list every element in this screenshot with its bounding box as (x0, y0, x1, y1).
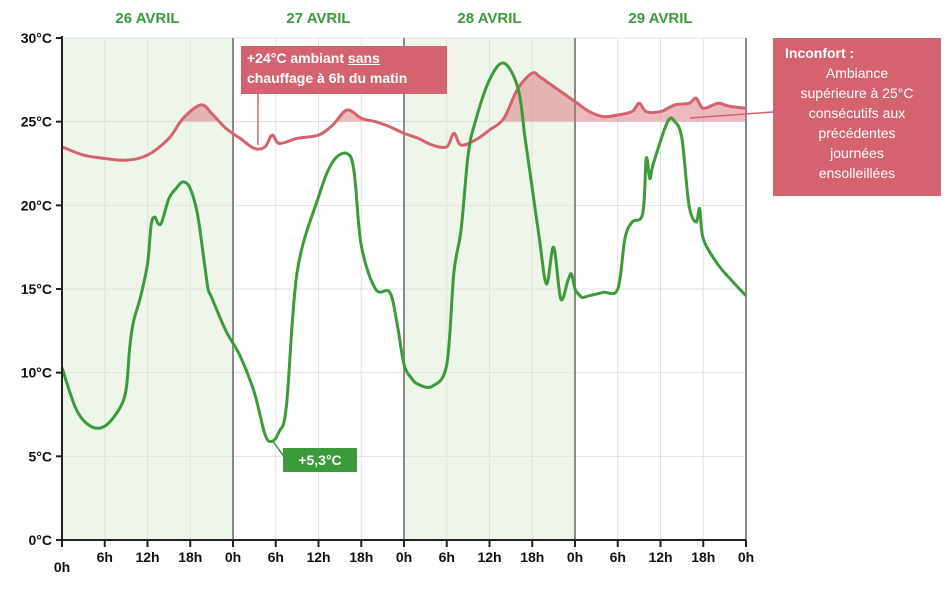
date-label-29-avril: 29 AVRIL (628, 10, 693, 27)
x-tick-label: 18h (520, 549, 544, 565)
x-tick-label: 18h (349, 549, 373, 565)
callout-leaders-layer (257, 92, 774, 459)
discomfort-title: Inconfort : (785, 45, 855, 61)
indoor-temperature-line (61, 71, 747, 162)
ambient-annotation-line2: chauffage à 6h du matin (247, 70, 408, 86)
x-tick-label: 6h (610, 549, 626, 565)
x-tick-label: 12h (135, 549, 159, 565)
x-tick-label: 18h (691, 549, 715, 565)
discomfort-annotation-leader (689, 111, 774, 119)
date-label-28-avril: 28 AVRIL (457, 10, 522, 27)
date-label-27-avril: 27 AVRIL (286, 10, 351, 27)
y-tick-label: 5°C (29, 448, 53, 464)
outdoor-temperature-line (60, 61, 748, 444)
discomfort-line: ensolleillées (818, 165, 896, 181)
y-tick-label: 20°C (21, 197, 52, 213)
min-temperature-annotation: +5,3°C (283, 448, 357, 472)
x-tick-label: 0h (738, 549, 754, 565)
x-tick-label: 6h (97, 549, 113, 565)
y-tick-label: 10°C (21, 365, 52, 381)
discomfort-line: supérieure à 25°C (800, 85, 914, 101)
discomfort-line: consécutifs aux (808, 105, 906, 121)
discomfort-line: journées (830, 145, 884, 161)
discomfort-annotation: Inconfort : Ambiance supérieure à 25°C c… (773, 38, 941, 196)
min-temperature-leader (272, 440, 286, 459)
discomfort-area (180, 72, 746, 122)
series-layer (60, 61, 748, 444)
x-tick-label: 0h (567, 549, 583, 565)
y-tick-label: 0°C (29, 532, 53, 548)
x-tick-label: 6h (439, 549, 455, 565)
x-tick-label: 12h (477, 549, 501, 565)
x-tick-label: 0h (225, 549, 241, 565)
discomfort-line: précédentes (818, 125, 896, 141)
discomfort-fill-layer (180, 72, 746, 122)
y-tick-label: 30°C (21, 30, 52, 46)
x-tick-label: 0h (396, 549, 412, 565)
x-tick-label: 12h (306, 549, 330, 565)
ambient-annotation-line1: +24°C ambiant (247, 50, 348, 66)
x-tick-label: 0h (54, 559, 70, 575)
y-tick-label: 15°C (21, 281, 52, 297)
discomfort-line: Ambiance (825, 65, 889, 81)
ambient-annotation-underlined: sans (347, 50, 380, 66)
ambient-annotation: +24°C ambiant sans chauffage à 6h du mat… (241, 46, 447, 94)
date-label-26-avril: 26 AVRIL (115, 10, 180, 27)
x-tick-label: 12h (648, 549, 672, 565)
axes-layer: 0°C 5°C 10°C 15°C 20°C 25°C 30°C 0h 6h 12h 18h 0h 6h… (21, 30, 754, 575)
x-tick-label: 18h (178, 549, 202, 565)
x-tick-label: 6h (268, 549, 284, 565)
y-tick-label: 25°C (21, 114, 52, 130)
